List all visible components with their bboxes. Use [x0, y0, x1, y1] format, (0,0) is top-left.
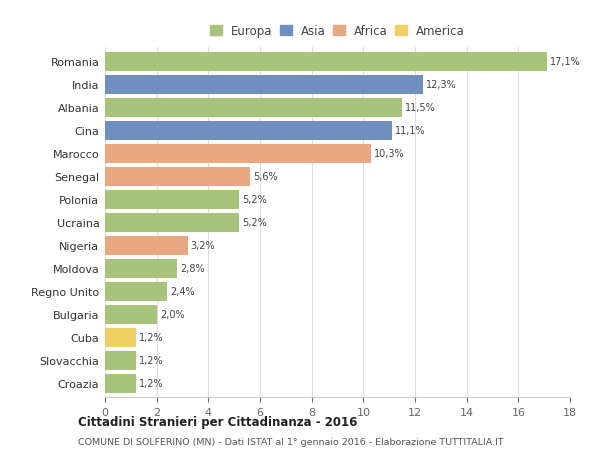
Text: 2,8%: 2,8% — [181, 263, 205, 274]
Text: COMUNE DI SOLFERINO (MN) - Dati ISTAT al 1° gennaio 2016 - Elaborazione TUTTITAL: COMUNE DI SOLFERINO (MN) - Dati ISTAT al… — [78, 437, 503, 446]
Text: 11,5%: 11,5% — [405, 103, 436, 113]
Text: 1,2%: 1,2% — [139, 378, 164, 388]
Bar — [105, 121, 392, 140]
Legend: Europa, Asia, Africa, America: Europa, Asia, Africa, America — [208, 22, 467, 40]
Bar — [105, 190, 239, 209]
Bar — [105, 282, 167, 301]
Bar — [105, 168, 250, 186]
Text: 3,2%: 3,2% — [191, 241, 215, 251]
Bar — [105, 213, 239, 232]
Bar — [105, 305, 157, 324]
Bar — [105, 53, 547, 72]
Bar — [105, 374, 136, 392]
Text: 17,1%: 17,1% — [550, 57, 581, 67]
Bar — [105, 76, 423, 95]
Bar — [105, 99, 402, 118]
Text: 11,1%: 11,1% — [395, 126, 425, 136]
Text: 5,6%: 5,6% — [253, 172, 277, 182]
Text: 2,0%: 2,0% — [160, 309, 184, 319]
Text: 12,3%: 12,3% — [426, 80, 457, 90]
Text: 10,3%: 10,3% — [374, 149, 405, 159]
Text: 1,2%: 1,2% — [139, 355, 164, 365]
Bar — [105, 259, 178, 278]
Bar — [105, 328, 136, 347]
Text: 5,2%: 5,2% — [242, 195, 267, 205]
Bar — [105, 144, 371, 163]
Text: 2,4%: 2,4% — [170, 286, 195, 297]
Text: 1,2%: 1,2% — [139, 332, 164, 342]
Bar — [105, 351, 136, 370]
Text: Cittadini Stranieri per Cittadinanza - 2016: Cittadini Stranieri per Cittadinanza - 2… — [78, 415, 358, 428]
Bar — [105, 236, 188, 255]
Text: 5,2%: 5,2% — [242, 218, 267, 228]
